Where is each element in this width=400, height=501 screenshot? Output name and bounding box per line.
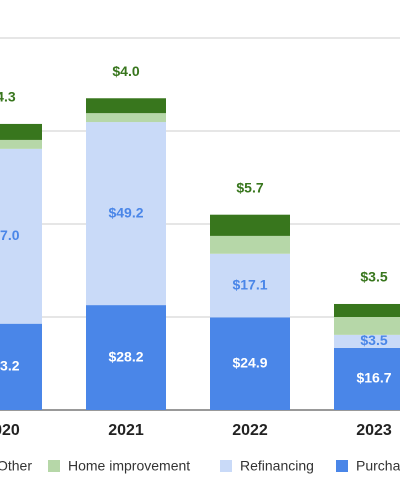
value-label: $4.0 [112, 63, 139, 79]
bar-segment [334, 317, 400, 335]
bar-segment [0, 139, 42, 149]
bar-segment [334, 347, 400, 410]
bar-segment [0, 323, 42, 410]
value-label: $5.7 [236, 179, 263, 195]
legend-label: Purchase [356, 458, 400, 474]
legend-label: Other [0, 458, 32, 474]
value-label: $3.5 [360, 332, 387, 348]
value-label: $49.2 [108, 204, 143, 220]
value-label: $24.9 [232, 354, 267, 370]
bar-segment [210, 253, 290, 318]
bar-segment [210, 235, 290, 254]
x-tick-label: 2020 [0, 422, 20, 439]
legend-swatch [336, 460, 348, 472]
value-label: $4.3 [0, 89, 16, 105]
value-label: $3.5 [360, 269, 387, 285]
bar-segment [86, 305, 166, 410]
x-tick-label: 2021 [108, 422, 144, 439]
bar-segment [334, 303, 400, 317]
value-label: $23.2 [0, 358, 20, 374]
legend-label: Home improvement [68, 458, 190, 474]
bar-segment [210, 317, 290, 410]
value-label: $17.1 [232, 276, 267, 292]
value-label: $28.2 [108, 348, 143, 364]
x-tick-label: 2022 [232, 422, 268, 439]
legend-label: Refinancing [240, 458, 314, 474]
bar-segment [0, 148, 42, 324]
bar-segment [86, 113, 166, 123]
value-label: $47.0 [0, 227, 20, 243]
x-tick-label: 2023 [356, 422, 392, 439]
legend-swatch [220, 460, 232, 472]
bar-segment [86, 122, 166, 306]
bar-segment [0, 123, 42, 140]
bar-segment [210, 214, 290, 236]
bar-segment [334, 334, 400, 348]
legend-swatch [48, 460, 60, 472]
value-label: $16.7 [356, 370, 391, 386]
bar-segment [86, 98, 166, 114]
